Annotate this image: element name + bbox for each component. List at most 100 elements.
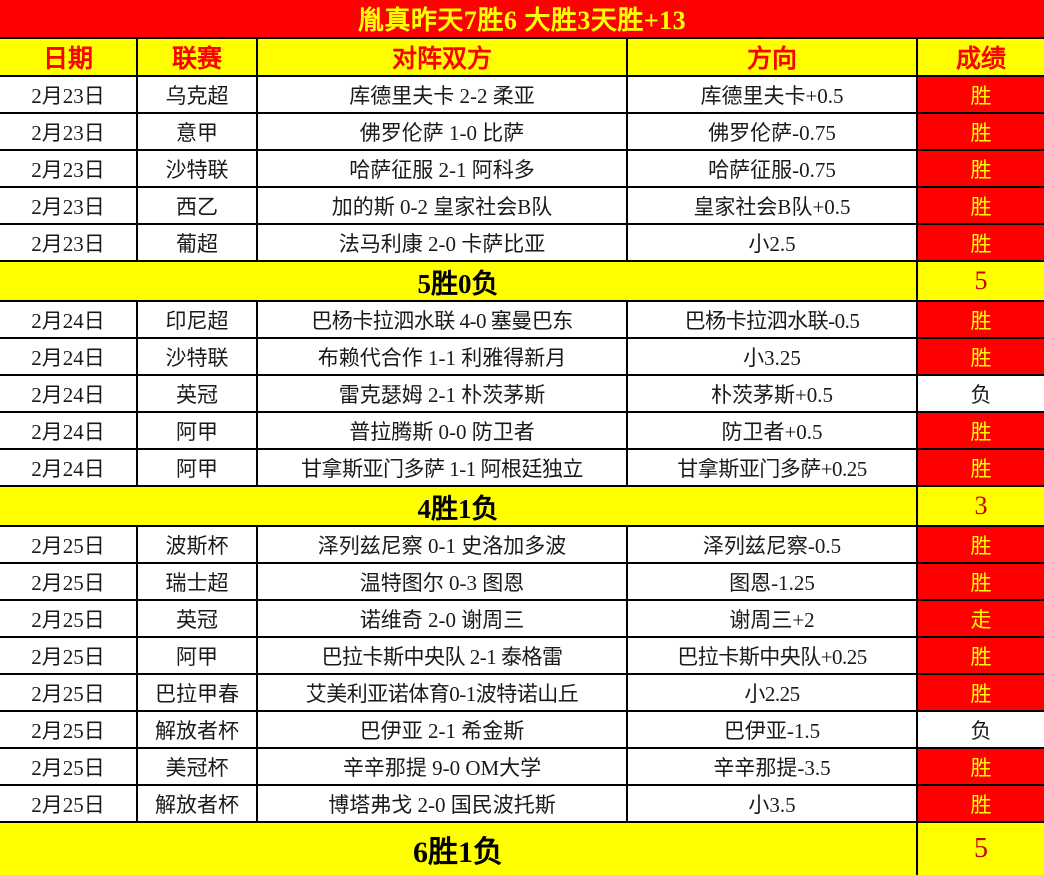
cell-league: 印尼超 xyxy=(138,302,258,337)
cell-direction-text: 甘拿斯亚门多萨+0.25 xyxy=(677,456,867,481)
cell-league: 巴拉甲春 xyxy=(138,675,258,710)
cell-direction-text: 皇家社会B队+0.5 xyxy=(693,194,851,219)
cell-match-text: 巴杨卡拉泗水联 4-0 塞曼巴东 xyxy=(311,308,573,333)
status-badge-text: 胜 xyxy=(970,533,992,558)
status-badge-text: 胜 xyxy=(970,308,992,333)
status-badge: 胜 xyxy=(918,527,1044,562)
cell-date: 2月23日 xyxy=(0,188,138,223)
cell-date-text: 2月25日 xyxy=(31,681,105,706)
cell-direction: 小3.25 xyxy=(628,339,918,374)
cell-date-text: 2月24日 xyxy=(31,345,105,370)
cell-direction: 巴拉卡斯中央队+0.25 xyxy=(628,638,918,673)
cell-direction: 库德里夫卡+0.5 xyxy=(628,77,918,112)
cell-direction: 哈萨征服-0.75 xyxy=(628,151,918,186)
cell-league-text: 印尼超 xyxy=(165,308,229,333)
table-row: 2月23日 西乙 加的斯 0-2 皇家社会B队 皇家社会B队+0.5 胜 xyxy=(0,188,1044,225)
cell-direction: 佛罗伦萨-0.75 xyxy=(628,114,918,149)
cell-match: 巴杨卡拉泗水联 4-0 塞曼巴东 xyxy=(258,302,628,337)
cell-date-text: 2月25日 xyxy=(31,607,105,632)
cell-league: 意甲 xyxy=(138,114,258,149)
cell-date: 2月23日 xyxy=(0,114,138,149)
cell-direction-text: 谢周三+2 xyxy=(729,607,815,632)
status-badge: 胜 xyxy=(918,638,1044,673)
table-row: 2月23日 意甲 佛罗伦萨 1-0 比萨 佛罗伦萨-0.75 胜 xyxy=(0,114,1044,151)
status-badge-text: 胜 xyxy=(970,681,992,706)
cell-match-text: 诺维奇 2-0 谢周三 xyxy=(359,607,525,632)
table-header-row: 日期 联赛 对阵双方 方向 成绩 xyxy=(0,39,1044,77)
status-badge-text: 胜 xyxy=(970,194,992,219)
cell-league: 英冠 xyxy=(138,601,258,636)
cell-league: 阿甲 xyxy=(138,450,258,485)
cell-match: 巴拉卡斯中央队 2-1 泰格雷 xyxy=(258,638,628,673)
cell-league-text: 英冠 xyxy=(176,607,218,632)
status-badge-text: 胜 xyxy=(970,157,992,182)
cell-match-text: 加的斯 0-2 皇家社会B队 xyxy=(331,194,553,219)
cell-date-text: 2月23日 xyxy=(31,231,105,256)
cell-league-text: 英冠 xyxy=(176,382,218,407)
cell-match: 佛罗伦萨 1-0 比萨 xyxy=(258,114,628,149)
cell-direction: 甘拿斯亚门多萨+0.25 xyxy=(628,450,918,485)
status-badge: 走 xyxy=(918,601,1044,636)
cell-direction: 巴杨卡拉泗水联-0.5 xyxy=(628,302,918,337)
cell-date: 2月24日 xyxy=(0,450,138,485)
status-badge: 胜 xyxy=(918,77,1044,112)
status-badge: 胜 xyxy=(918,564,1044,599)
cell-match: 布赖代合作 1-1 利雅得新月 xyxy=(258,339,628,374)
status-badge-text: 负 xyxy=(970,382,992,407)
cell-match-text: 温特图尔 0-3 图恩 xyxy=(359,570,525,595)
cell-date: 2月23日 xyxy=(0,225,138,260)
cell-match: 艾美利亚诺体育0-1波特诺山丘 xyxy=(258,675,628,710)
table-row: 2月25日 解放者杯 博塔弗戈 2-0 国民波托斯 小3.5 胜 xyxy=(0,786,1044,823)
cell-match: 库德里夫卡 2-2 柔亚 xyxy=(258,77,628,112)
table-row: 2月25日 波斯杯 泽列兹尼察 0-1 史洛加多波 泽列兹尼察-0.5 胜 xyxy=(0,527,1044,564)
status-badge: 胜 xyxy=(918,675,1044,710)
cell-match-text: 库德里夫卡 2-2 柔亚 xyxy=(349,83,535,108)
status-badge-text: 负 xyxy=(970,718,992,743)
column-header-result: 成绩 xyxy=(918,39,1044,75)
status-badge: 负 xyxy=(918,712,1044,747)
cell-direction-text: 哈萨征服-0.75 xyxy=(708,157,836,182)
summary-label: 6胜1负 xyxy=(0,823,918,875)
cell-league: 美冠杯 xyxy=(138,749,258,784)
status-badge: 胜 xyxy=(918,188,1044,223)
table-row: 2月25日 美冠杯 辛辛那提 9-0 OM大学 辛辛那提-3.5 胜 xyxy=(0,749,1044,786)
cell-direction-text: 防卫者+0.5 xyxy=(721,419,823,444)
cell-match-text: 博塔弗戈 2-0 国民波托斯 xyxy=(328,792,556,817)
cell-match: 哈萨征服 2-1 阿科多 xyxy=(258,151,628,186)
summary-row: 5胜0负 5 xyxy=(0,262,1044,302)
status-badge: 胜 xyxy=(918,749,1044,784)
summary-row: 6胜1负 5 xyxy=(0,823,1044,875)
status-badge: 负 xyxy=(918,376,1044,411)
cell-league: 沙特联 xyxy=(138,151,258,186)
cell-direction: 小3.5 xyxy=(628,786,918,821)
table-row: 2月24日 阿甲 普拉腾斯 0-0 防卫者 防卫者+0.5 胜 xyxy=(0,413,1044,450)
cell-match-text: 巴伊亚 2-1 希金斯 xyxy=(359,718,525,743)
summary-count: 5 xyxy=(918,823,1044,875)
table-row: 2月23日 葡超 法马利康 2-0 卡萨比亚 小2.5 胜 xyxy=(0,225,1044,262)
status-badge: 胜 xyxy=(918,413,1044,448)
cell-league: 解放者杯 xyxy=(138,712,258,747)
cell-match-text: 泽列兹尼察 0-1 史洛加多波 xyxy=(317,533,567,558)
cell-league-text: 沙特联 xyxy=(165,157,229,182)
cell-date: 2月25日 xyxy=(0,527,138,562)
cell-direction: 朴茨茅斯+0.5 xyxy=(628,376,918,411)
column-header-direction: 方向 xyxy=(628,39,918,75)
cell-match-text: 普拉腾斯 0-0 防卫者 xyxy=(349,419,535,444)
cell-date: 2月25日 xyxy=(0,638,138,673)
status-badge-text: 胜 xyxy=(970,456,992,481)
status-badge-text: 胜 xyxy=(970,644,992,669)
cell-date: 2月25日 xyxy=(0,601,138,636)
cell-date-text: 2月25日 xyxy=(31,533,105,558)
summary-row: 4胜1负 3 xyxy=(0,487,1044,527)
table-row: 2月25日 解放者杯 巴伊亚 2-1 希金斯 巴伊亚-1.5 负 xyxy=(0,712,1044,749)
cell-direction-text: 巴拉卡斯中央队+0.25 xyxy=(677,644,867,669)
table-row: 2月25日 英冠 诺维奇 2-0 谢周三 谢周三+2 走 xyxy=(0,601,1044,638)
cell-date: 2月24日 xyxy=(0,302,138,337)
status-badge: 胜 xyxy=(918,450,1044,485)
cell-match: 辛辛那提 9-0 OM大学 xyxy=(258,749,628,784)
cell-match: 诺维奇 2-0 谢周三 xyxy=(258,601,628,636)
cell-match: 巴伊亚 2-1 希金斯 xyxy=(258,712,628,747)
column-header-date: 日期 xyxy=(0,39,138,75)
cell-date: 2月25日 xyxy=(0,564,138,599)
